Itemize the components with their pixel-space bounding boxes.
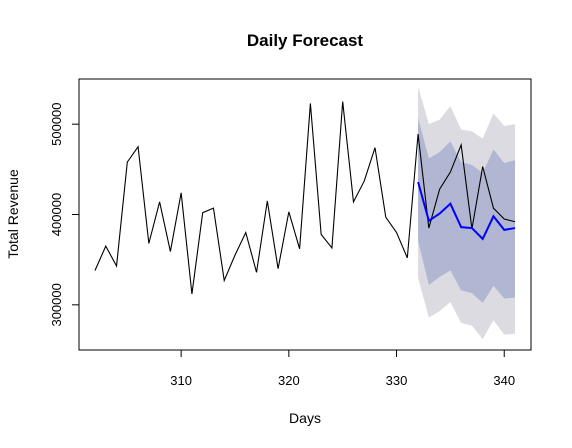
- x-tick-label: 330: [386, 373, 408, 388]
- chart-title: Daily Forecast: [247, 31, 364, 50]
- observed-series: [94, 101, 516, 295]
- y-tick-label: 500000: [49, 102, 64, 145]
- x-tick-label: 340: [493, 373, 515, 388]
- y-axis: 300000 400000 500000: [49, 102, 80, 327]
- forecast-series: [417, 181, 516, 241]
- x-tick-label: 310: [170, 373, 192, 388]
- x-axis-label: Days: [289, 410, 321, 426]
- y-axis-label: Total Revenue: [5, 169, 21, 259]
- y-tick-label: 400000: [49, 193, 64, 236]
- forecast-band-80: [418, 117, 515, 304]
- band-80-area: [418, 117, 515, 304]
- x-axis: 310 320 330 340: [170, 349, 515, 388]
- y-tick-label: 300000: [49, 283, 64, 326]
- observed-line: [94, 101, 516, 295]
- forecast-mean-line: [417, 181, 516, 241]
- x-tick-label: 320: [278, 373, 300, 388]
